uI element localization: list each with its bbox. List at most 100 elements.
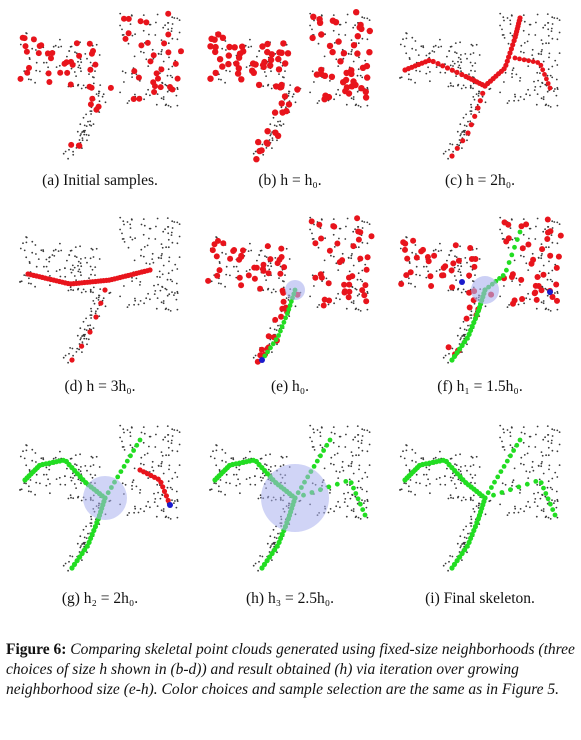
c-cloud-point [525, 93, 528, 96]
c-cloud-point [450, 84, 452, 87]
h-cloud-point [281, 456, 284, 459]
c-cloud-point [507, 42, 510, 45]
c-cloud-point [456, 143, 459, 146]
a-sample-point [130, 96, 137, 102]
b-sample-point [219, 34, 227, 41]
d-cloud-point [178, 256, 181, 258]
d-branch-point [102, 287, 108, 293]
b-sample-point [310, 13, 317, 20]
e-cloud-point [215, 236, 218, 239]
b-cloud-point [271, 137, 274, 140]
a-sample-point [122, 35, 129, 42]
g-cloud-point [139, 492, 141, 494]
c-cloud-point [433, 51, 436, 53]
h-cloud-point [336, 452, 339, 455]
e-sample-point [230, 248, 237, 254]
d-cloud-point [151, 258, 154, 260]
h-cloud-point [350, 462, 353, 465]
e-cloud-point [345, 307, 348, 310]
g-cloud-point [75, 487, 77, 489]
a-sample-point [61, 60, 68, 67]
d-cloud-point [92, 291, 94, 294]
i-branch-point [485, 490, 491, 496]
g-cloud-point [140, 431, 143, 434]
b-cloud-point [346, 13, 349, 16]
h-cloud-point [337, 500, 339, 503]
d-cloud-point [92, 286, 95, 289]
e-cloud-point [332, 218, 335, 220]
g-cloud-point [45, 466, 48, 469]
c-cloud-point [410, 78, 412, 81]
i-cloud-point [547, 434, 550, 436]
f-sample-point [553, 281, 560, 288]
c-cloud-point [502, 16, 505, 19]
g-cloud-point [143, 432, 146, 435]
a-cloud-point [155, 103, 158, 106]
i-cloud-point [551, 449, 554, 452]
b-sample-point [231, 44, 238, 51]
f-branch-point [497, 276, 502, 281]
c-cloud-point [439, 71, 442, 74]
f-sample-point [466, 289, 473, 296]
h-cloud-point [270, 466, 272, 468]
d-cloud-point [76, 334, 79, 337]
h-cloud-point [368, 443, 371, 446]
i-cloud-point [472, 494, 475, 497]
b-sample-point [335, 38, 342, 45]
b-cloud-point [333, 98, 335, 101]
g-cloud-point [64, 562, 67, 565]
c-cloud-point [540, 53, 543, 56]
b-sample-point [264, 140, 271, 147]
f-cloud-point [415, 253, 417, 255]
e-sample-point [251, 264, 258, 271]
b-cloud-point [337, 88, 339, 91]
h-cloud-point [209, 455, 212, 458]
d-cloud-point [64, 267, 66, 269]
d-cloud-point [168, 256, 171, 259]
c-branch-point [449, 153, 455, 159]
g-cloud-point [77, 496, 79, 499]
f-cloud-point [448, 254, 451, 256]
b-cloud-point [279, 120, 282, 123]
f-sample-point [523, 221, 530, 228]
b-cloud-point [345, 21, 347, 24]
i-branch-point [550, 507, 556, 512]
g-cloud-point [167, 480, 170, 483]
d-cloud-point [104, 305, 107, 308]
h-cloud-point [215, 444, 218, 447]
d-cloud-point [90, 247, 93, 250]
d-cloud-point [79, 262, 82, 265]
d-cloud-point [85, 329, 88, 331]
c-cloud-point [427, 66, 429, 69]
e-cloud-point [269, 262, 272, 265]
b-sample-point [264, 40, 271, 48]
h-cloud-point [309, 436, 311, 439]
b-sample-point [354, 50, 361, 57]
i-cloud-point [464, 498, 467, 501]
c-cloud-point [400, 76, 403, 79]
h-cloud-point [248, 476, 251, 479]
g-cloud-point [64, 475, 66, 477]
d-cloud-point [122, 220, 125, 223]
g-cloud-point [31, 448, 34, 451]
f-branch-point [464, 335, 470, 341]
a-sample-point [121, 15, 127, 22]
a-sample-point [76, 142, 83, 149]
e-cloud-point [270, 291, 273, 294]
caption-a: (a) Initial samples. [42, 172, 158, 189]
f-branch-point [500, 273, 506, 278]
e-cloud-point [335, 262, 338, 265]
e-sample-point [325, 280, 332, 287]
g-cloud-point [59, 483, 62, 486]
d-cloud-point [109, 291, 112, 294]
a-cloud-point [39, 70, 41, 73]
d-cloud-point [91, 248, 94, 251]
d-cloud-point [25, 241, 28, 244]
d-cloud-point [157, 256, 160, 259]
h-cloud-point [332, 463, 335, 466]
h-cloud-point [225, 461, 227, 463]
c-cloud-point [470, 69, 472, 72]
d-cloud-point [129, 223, 132, 226]
a-cloud-point [81, 137, 84, 140]
b-sample-point [309, 34, 316, 42]
